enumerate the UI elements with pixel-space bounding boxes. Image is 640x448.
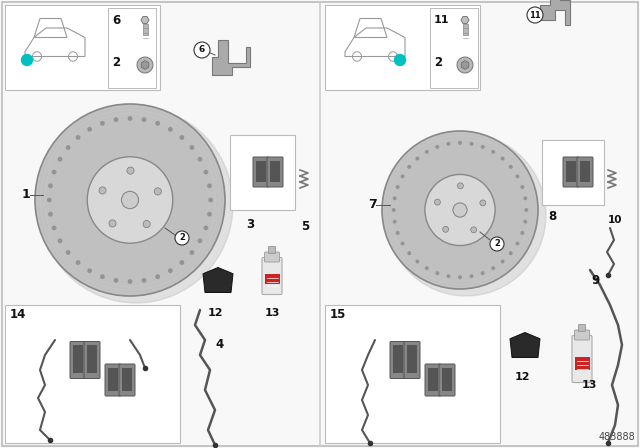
Ellipse shape — [435, 271, 439, 275]
Ellipse shape — [66, 250, 70, 255]
FancyBboxPatch shape — [572, 336, 592, 383]
Text: 1: 1 — [22, 189, 31, 202]
Text: 13: 13 — [582, 380, 597, 390]
Ellipse shape — [401, 174, 404, 178]
Ellipse shape — [189, 145, 194, 150]
Ellipse shape — [198, 157, 202, 162]
FancyBboxPatch shape — [253, 157, 269, 187]
Ellipse shape — [470, 274, 474, 278]
Text: 2: 2 — [179, 233, 185, 242]
Text: 10: 10 — [608, 215, 622, 225]
FancyBboxPatch shape — [563, 157, 579, 187]
Ellipse shape — [100, 274, 105, 279]
Ellipse shape — [407, 251, 411, 255]
Ellipse shape — [382, 131, 538, 289]
Ellipse shape — [35, 104, 225, 296]
Ellipse shape — [143, 220, 150, 228]
Circle shape — [360, 320, 470, 430]
Ellipse shape — [386, 134, 546, 296]
FancyBboxPatch shape — [87, 345, 97, 374]
Text: 7: 7 — [368, 198, 377, 211]
Ellipse shape — [509, 251, 513, 255]
Ellipse shape — [114, 278, 118, 283]
Circle shape — [175, 231, 189, 245]
FancyBboxPatch shape — [566, 161, 576, 182]
FancyBboxPatch shape — [442, 368, 452, 391]
Ellipse shape — [425, 266, 429, 270]
Ellipse shape — [393, 220, 397, 224]
Ellipse shape — [443, 226, 449, 232]
Ellipse shape — [180, 260, 184, 265]
Circle shape — [527, 7, 543, 23]
Ellipse shape — [401, 241, 404, 246]
Ellipse shape — [480, 200, 486, 206]
FancyBboxPatch shape — [542, 140, 604, 205]
Text: 4: 4 — [215, 339, 223, 352]
Ellipse shape — [87, 127, 92, 132]
Polygon shape — [141, 17, 149, 23]
Ellipse shape — [52, 170, 56, 174]
Ellipse shape — [447, 274, 451, 278]
Ellipse shape — [396, 185, 399, 189]
Ellipse shape — [109, 220, 116, 227]
Ellipse shape — [481, 271, 484, 275]
FancyBboxPatch shape — [264, 252, 280, 262]
Ellipse shape — [524, 220, 527, 224]
Ellipse shape — [425, 150, 429, 154]
Polygon shape — [141, 60, 149, 69]
Ellipse shape — [204, 170, 208, 174]
FancyBboxPatch shape — [267, 157, 283, 187]
FancyBboxPatch shape — [269, 246, 275, 254]
Ellipse shape — [48, 212, 53, 216]
Text: 2: 2 — [112, 56, 120, 69]
Ellipse shape — [396, 231, 399, 235]
Ellipse shape — [471, 227, 477, 233]
Ellipse shape — [207, 183, 212, 188]
FancyBboxPatch shape — [425, 364, 441, 396]
FancyBboxPatch shape — [256, 161, 266, 182]
FancyBboxPatch shape — [105, 364, 121, 396]
Ellipse shape — [500, 259, 504, 263]
Circle shape — [194, 42, 210, 58]
Ellipse shape — [447, 142, 451, 146]
Ellipse shape — [470, 142, 474, 146]
FancyBboxPatch shape — [5, 5, 160, 90]
Ellipse shape — [52, 225, 56, 230]
FancyBboxPatch shape — [463, 24, 467, 35]
Ellipse shape — [122, 191, 138, 209]
Ellipse shape — [509, 165, 513, 169]
Ellipse shape — [453, 203, 467, 217]
Ellipse shape — [524, 208, 528, 212]
Text: 12: 12 — [207, 308, 223, 318]
Text: 2: 2 — [494, 240, 500, 249]
FancyBboxPatch shape — [393, 345, 403, 374]
Text: 12: 12 — [515, 372, 530, 382]
Circle shape — [137, 57, 153, 73]
FancyBboxPatch shape — [579, 324, 586, 332]
Circle shape — [35, 320, 145, 430]
Text: 15: 15 — [330, 308, 346, 321]
Ellipse shape — [168, 268, 173, 273]
Polygon shape — [50, 340, 130, 420]
FancyBboxPatch shape — [262, 258, 282, 294]
Ellipse shape — [168, 127, 173, 132]
Ellipse shape — [114, 117, 118, 122]
Text: 6: 6 — [112, 13, 120, 26]
FancyBboxPatch shape — [270, 161, 280, 182]
Ellipse shape — [100, 121, 105, 126]
Ellipse shape — [407, 165, 411, 169]
Text: 483888: 483888 — [598, 432, 635, 442]
Text: 13: 13 — [264, 308, 280, 318]
Ellipse shape — [87, 157, 173, 243]
Ellipse shape — [39, 107, 233, 303]
Polygon shape — [540, 0, 570, 25]
FancyBboxPatch shape — [428, 368, 438, 391]
Ellipse shape — [141, 278, 147, 283]
Ellipse shape — [207, 212, 212, 216]
Polygon shape — [375, 340, 455, 420]
Polygon shape — [203, 267, 233, 293]
FancyBboxPatch shape — [325, 5, 480, 90]
Ellipse shape — [458, 275, 462, 279]
FancyBboxPatch shape — [143, 24, 147, 35]
